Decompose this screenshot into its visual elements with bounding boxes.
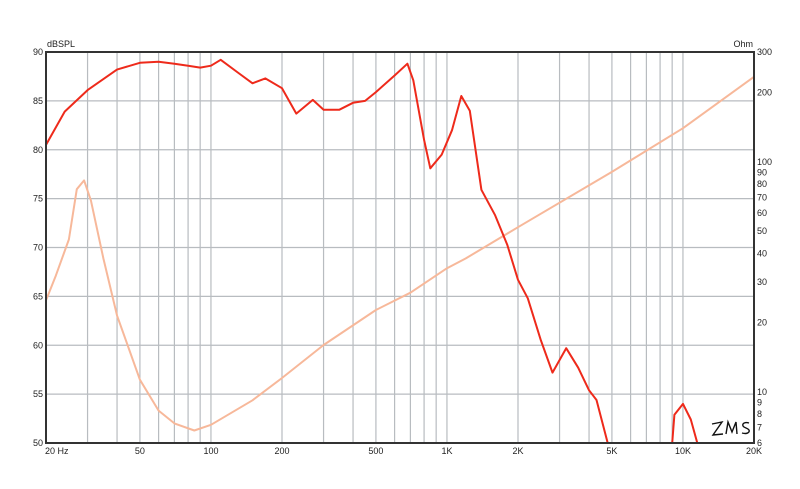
y-right-tick-label: 20 <box>757 318 767 328</box>
y-right-tick-label: 70 <box>757 192 767 202</box>
y-right-tick-label: 10 <box>757 387 767 397</box>
y-left-label: dBSPL <box>47 39 75 49</box>
x-tick-label: 20 Hz <box>45 446 69 456</box>
y-left-tick-label: 50 <box>33 438 43 448</box>
x-tick-label: 2K <box>512 446 523 456</box>
y-right-tick-label: 50 <box>757 226 767 236</box>
y-left-tick-label: 80 <box>33 145 43 155</box>
x-tick-label: 1K <box>441 446 452 456</box>
y-right-tick-label: 40 <box>757 248 767 258</box>
y-right-tick-label: 7 <box>757 423 762 433</box>
lms-logo <box>712 422 749 435</box>
y-left-tick-label: 55 <box>33 389 43 399</box>
x-tick-label: 20K <box>746 446 762 456</box>
x-tick-label: 5K <box>606 446 617 456</box>
y-right-tick-label: 60 <box>757 208 767 218</box>
x-tick-label: 200 <box>274 446 289 456</box>
y-right-tick-label: 30 <box>757 277 767 287</box>
y-left-tick-label: 60 <box>33 340 43 350</box>
y-right-tick-label: 90 <box>757 167 767 177</box>
y-right-tick-label: 200 <box>757 88 772 98</box>
y-right-tick-label: 9 <box>757 397 762 407</box>
x-tick-label: 100 <box>203 446 218 456</box>
y-left-tick-label: 85 <box>33 96 43 106</box>
impedance-curve <box>46 77 754 431</box>
y-right-label: Ohm <box>733 39 753 49</box>
x-tick-label: 50 <box>135 446 145 456</box>
y-left-tick-label: 90 <box>33 47 43 57</box>
y-left-tick-label: 70 <box>33 243 43 253</box>
y-left-tick-label: 75 <box>33 194 43 204</box>
x-tick-label: 10K <box>675 446 691 456</box>
y-left-tick-label: 65 <box>33 291 43 301</box>
x-tick-label: 500 <box>368 446 383 456</box>
y-right-tick-label: 8 <box>757 409 762 419</box>
spl-curve <box>46 60 754 443</box>
y-right-tick-label: 300 <box>757 47 772 57</box>
y-right-tick-label: 80 <box>757 179 767 189</box>
y-right-tick-label: 100 <box>757 157 772 167</box>
